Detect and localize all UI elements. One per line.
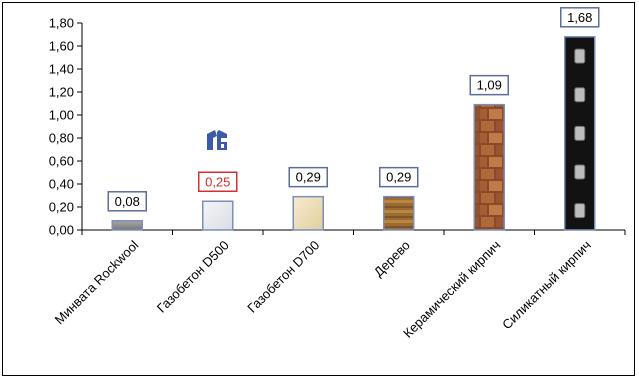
brick-hole [574,48,586,64]
y-tick-label: 0,80 [49,131,74,146]
value-label: 0,29 [386,170,411,185]
y-tick-label: 1,60 [49,39,74,54]
bar-3 [292,195,324,231]
value-label-box [198,171,238,192]
value-labels: 0,08 0,25 0,29 0,29 1,09 1,68 [107,7,600,212]
value-label-box [560,7,600,28]
bars [111,36,596,231]
y-tick-label: 0,60 [49,154,74,169]
category-label: Газобетон D700 [244,238,322,316]
bar-4 [383,195,415,231]
category-label: Газобетон D500 [154,238,232,316]
y-tick-label: 1,40 [49,62,74,77]
y-tick-label: 1,80 [49,16,74,31]
category-label: Керамический кирпич [400,238,503,341]
category-label: Силикатный кирпич [499,238,594,333]
brick-hole [574,164,586,180]
brick-hole [574,87,586,103]
value-label-box [288,166,328,188]
category-label: Дерево [371,238,413,280]
chart-frame [2,2,635,376]
brick-hole [574,125,586,141]
category-label: Минвата Rockwool [52,237,142,327]
bar-5 [473,103,505,231]
y-tick-label: 1,00 [49,108,74,123]
axes: 0,00 0,20 0,40 0,60 0,80 1,00 1,20 1,40 1,60 1,80 [49,16,626,238]
y-tick-label: 0,20 [49,200,74,215]
value-label: 1,68 [567,10,592,25]
bar-6 [564,36,596,231]
y-tick-label: 1,20 [49,85,74,100]
y-tick-label: 0,40 [49,177,74,192]
value-label-box [469,74,509,96]
value-label: 0,25 [205,174,230,189]
value-label-box [107,191,147,212]
value-label-box [379,166,419,188]
brick-hole [574,203,586,219]
bar-1 [111,220,143,231]
y-tick-label: 0,00 [49,223,74,238]
bar-2 [202,200,234,231]
category-labels: Минвата Rockwool Газобетон D500 Газобетон … [52,237,594,340]
value-label: 0,29 [296,170,321,185]
gb-logo-icon [207,130,227,150]
value-label: 0,08 [115,194,140,209]
value-label: 1,09 [477,78,502,93]
